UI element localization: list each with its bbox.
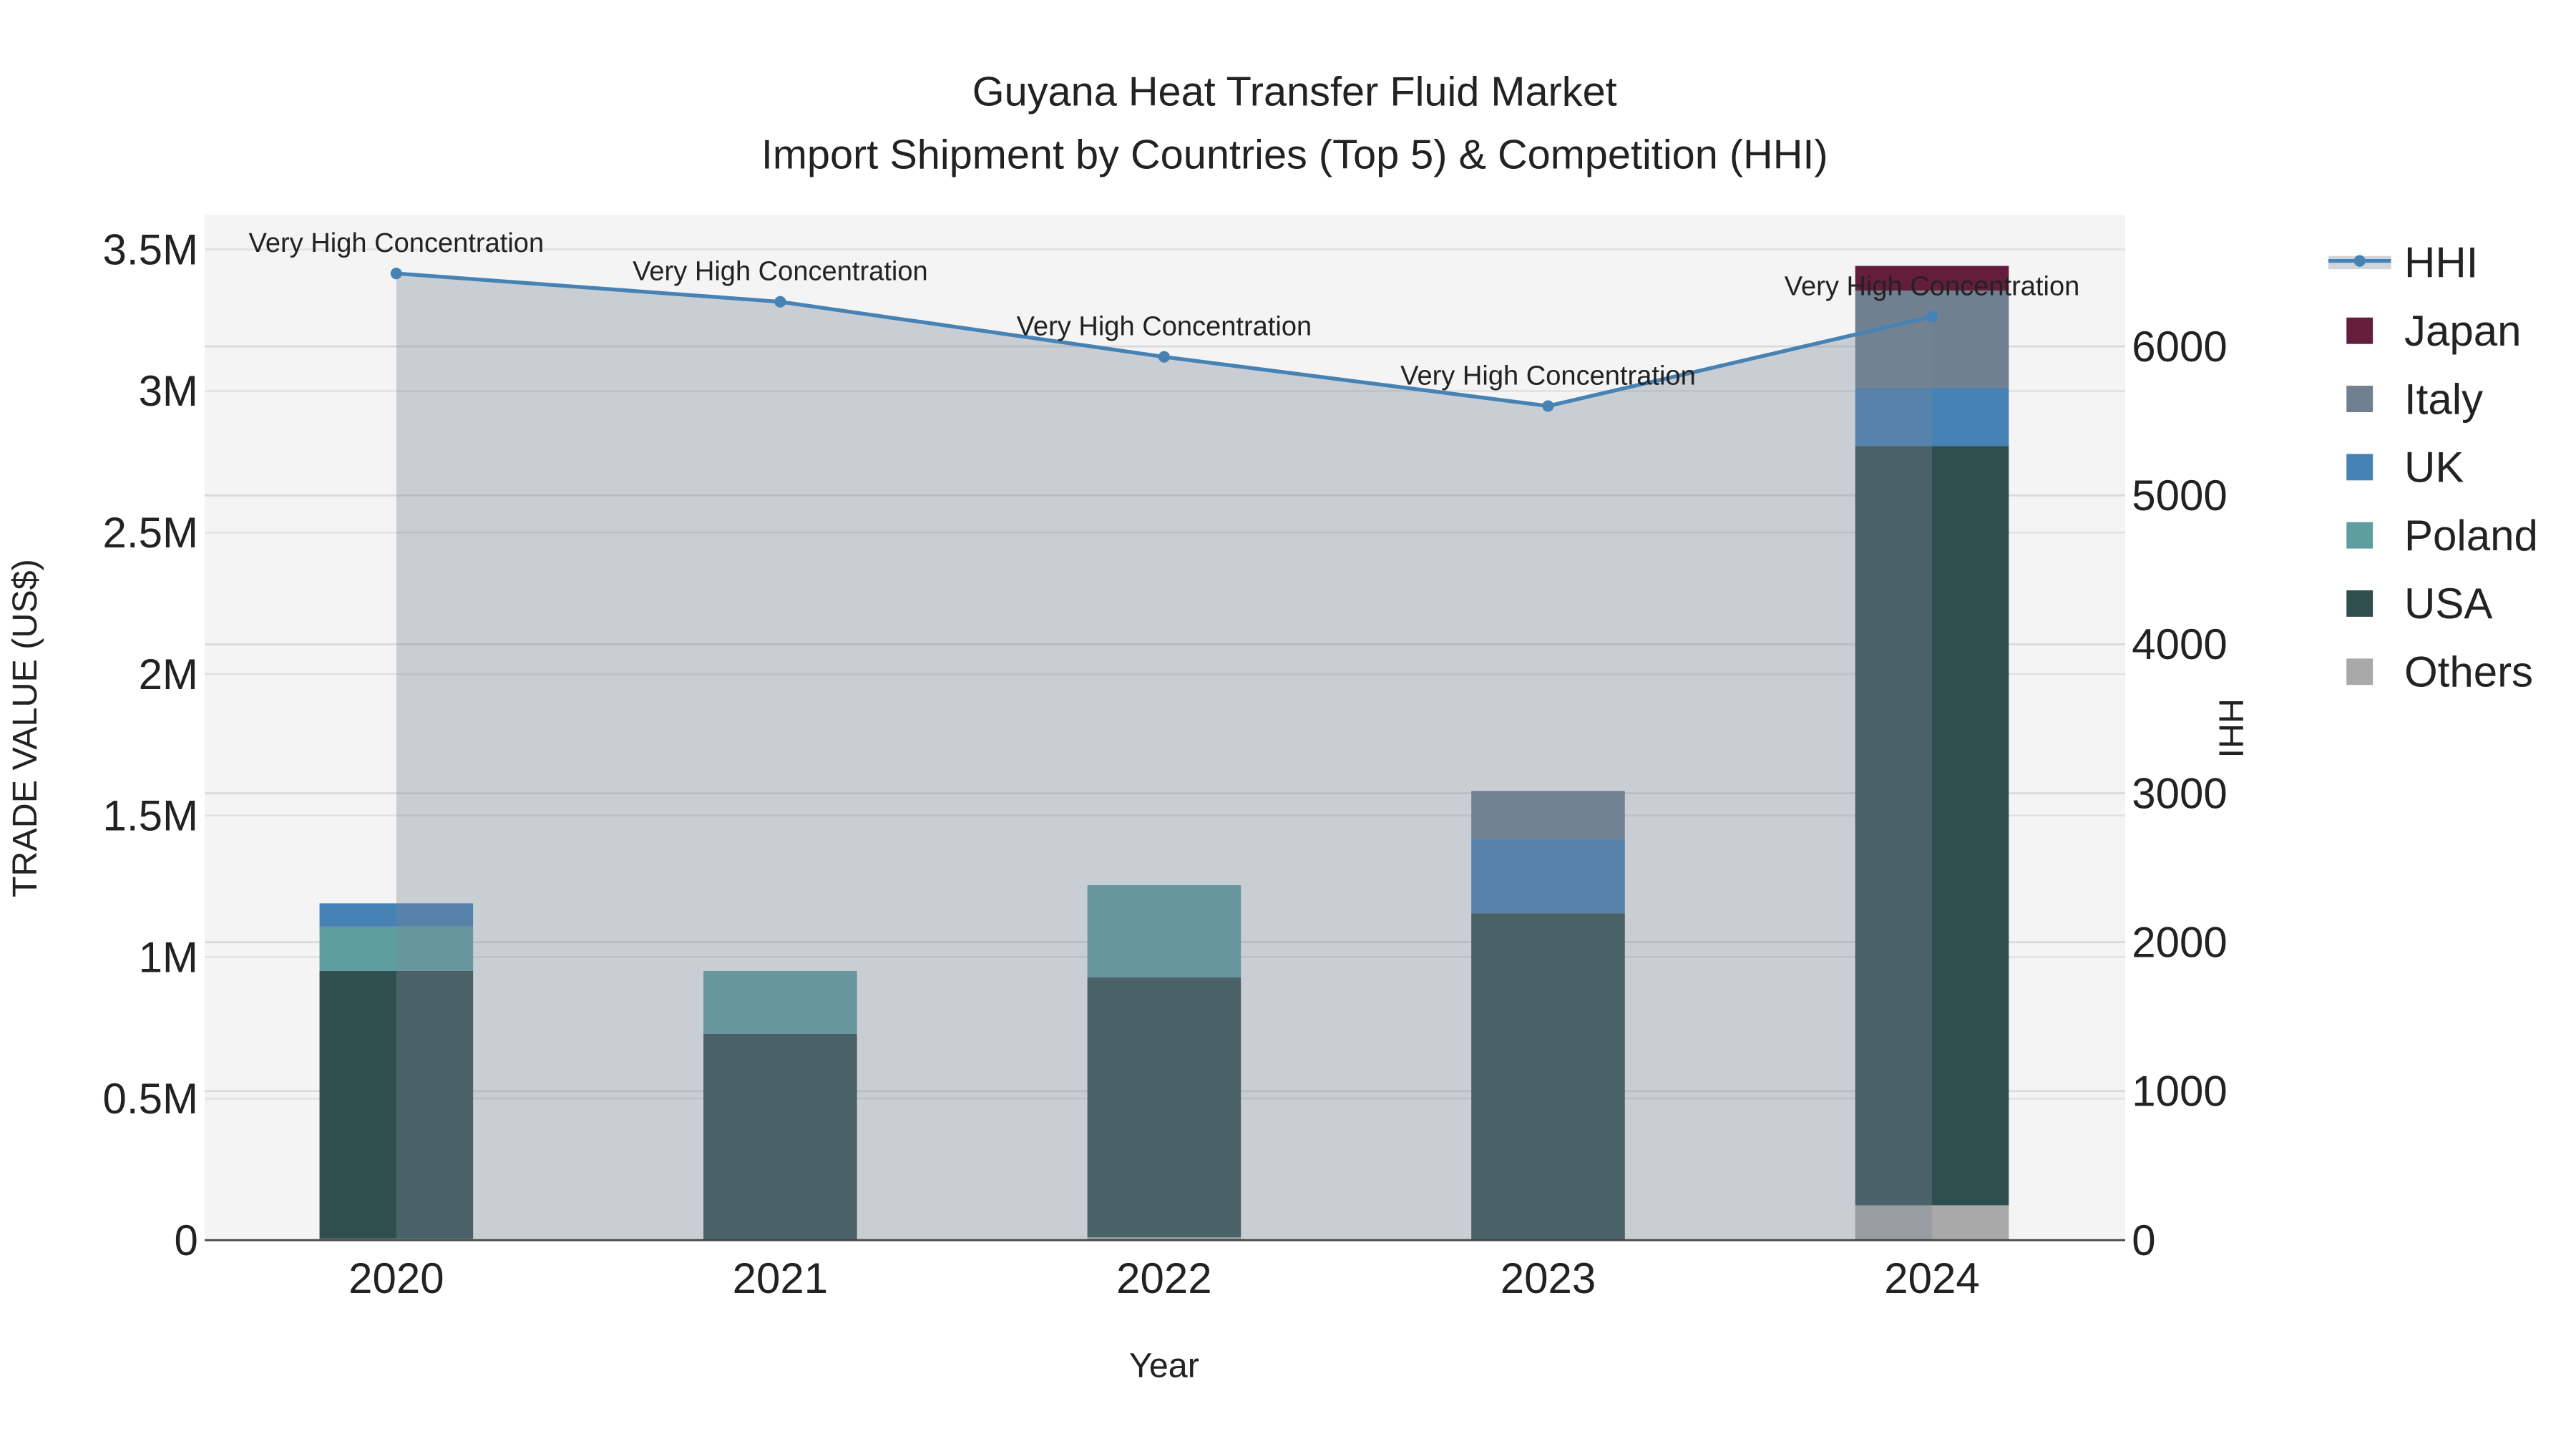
y2-tick-label: 6000 xyxy=(2132,323,2227,371)
bar-others-2022 xyxy=(1087,1237,1241,1241)
hhi-annotation: Very High Concentration xyxy=(249,228,545,258)
bar-italy-2024 xyxy=(1855,291,2009,389)
hhi-annotation: Very High Concentration xyxy=(633,257,928,287)
bar-uk-2020 xyxy=(319,903,474,927)
legend-label-others: Others xyxy=(2404,648,2533,696)
hhi-annotation: Very High Concentration xyxy=(1785,272,2080,302)
bar-usa-2020 xyxy=(319,970,474,1239)
hhi-point xyxy=(1158,351,1170,363)
legend-label-hhi: HHI xyxy=(2404,239,2478,287)
bar-uk-2024 xyxy=(1855,388,2009,447)
y2-tick-label: 0 xyxy=(2132,1216,2155,1264)
legend-swatch-others xyxy=(2346,658,2373,686)
y-axis-title: TRADE VALUE (US$) xyxy=(6,559,44,897)
y-tick-label: 0 xyxy=(175,1216,198,1264)
x-tick-label: 2022 xyxy=(1116,1254,1211,1302)
bar-usa-2022 xyxy=(1087,977,1241,1238)
bar-poland-2021 xyxy=(703,970,857,1034)
y2-tick-label: 5000 xyxy=(2132,472,2227,519)
hhi-series: Very High Concentration Very High Concent… xyxy=(249,228,2080,1241)
hhi-area xyxy=(396,273,1932,1241)
y-tick-label: 2.5M xyxy=(103,509,198,557)
x-tick-label: 2024 xyxy=(1884,1254,1979,1302)
bar-usa-2023 xyxy=(1471,913,1625,1241)
legend-label-italy: Italy xyxy=(2404,375,2483,423)
legend-label-poland: Poland xyxy=(2404,512,2538,560)
hhi-point xyxy=(1926,311,1938,323)
legend-hhi-marker xyxy=(2353,255,2366,267)
hhi-point xyxy=(390,268,402,280)
y2-tick-label: 1000 xyxy=(2132,1068,2227,1116)
x-tick-label: 2023 xyxy=(1501,1254,1596,1302)
axes: 0 0.5M 1M 1.5M 2M 2.5M 3M 3.5M 0 1000 2000 3000 4000… xyxy=(103,225,2228,1302)
legend-label-uk: UK xyxy=(2404,444,2464,492)
hhi-point xyxy=(1542,400,1554,412)
y-tick-label: 0.5M xyxy=(103,1075,198,1123)
bar-japan-2024 xyxy=(1855,265,2009,291)
bar-uk-2023 xyxy=(1471,839,1625,914)
y2-tick-label: 4000 xyxy=(2132,620,2227,668)
legend-swatch-italy xyxy=(2346,386,2373,412)
y2-axis-title: HHI xyxy=(2212,698,2250,758)
x-tick-label: 2020 xyxy=(348,1254,444,1302)
bar-poland-2022 xyxy=(1087,885,1241,978)
bar-usa-2024 xyxy=(1855,446,2009,1206)
chart-title: Guyana Heat Transfer Fluid Market xyxy=(972,69,1617,115)
chart-subtitle: Import Shipment by Countries (Top 5) & C… xyxy=(761,132,1828,177)
bar-others-2024 xyxy=(1855,1205,2009,1241)
y-tick-label: 2M xyxy=(139,650,198,698)
legend-label-japan: Japan xyxy=(2404,307,2521,355)
y-tick-label: 1.5M xyxy=(103,792,198,840)
y-tick-label: 3M xyxy=(139,367,198,415)
legend-swatch-usa xyxy=(2346,590,2373,617)
x-tick-label: 2021 xyxy=(733,1254,828,1302)
y-tick-label: 1M xyxy=(139,933,198,981)
hhi-annotation: Very High Concentration xyxy=(1400,361,1696,391)
bar-italy-2023 xyxy=(1471,791,1625,839)
y-tick-label: 3.5M xyxy=(103,225,198,273)
legend: HHI Japan Italy UK Poland USA Others xyxy=(2328,239,2538,696)
bars xyxy=(319,265,2009,1241)
y2-tick-label: 2000 xyxy=(2132,919,2227,967)
y2-tick-label: 3000 xyxy=(2132,769,2227,817)
legend-swatch-poland xyxy=(2346,522,2373,549)
legend-label-usa: USA xyxy=(2404,580,2492,628)
hhi-annotation: Very High Concentration xyxy=(1017,312,1312,342)
bar-usa-2021 xyxy=(703,1033,857,1241)
hhi-point xyxy=(774,296,786,308)
legend-swatch-japan xyxy=(2346,317,2373,344)
bar-poland-2020 xyxy=(319,926,474,971)
x-axis-title: Year xyxy=(1129,1347,1199,1385)
legend-swatch-uk xyxy=(2346,454,2373,481)
